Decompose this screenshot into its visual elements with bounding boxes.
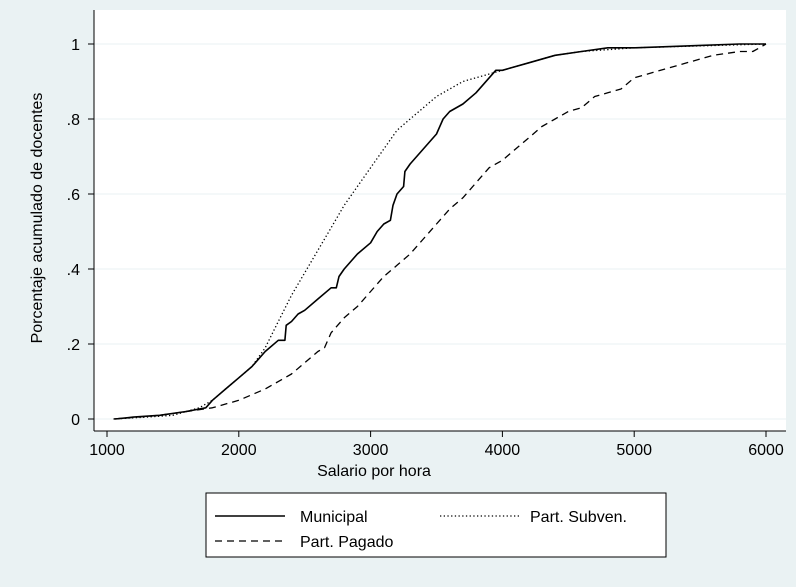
x-tick-label: 6000 [748,442,784,459]
grid-lines [94,43,786,420]
series-line-dotted [113,43,767,420]
x-tick-label: 5000 [616,442,652,459]
y-tick-label: .6 [67,187,80,204]
legend-label: Part. Subven. [530,509,627,526]
legend: Municipal Part. Subven. Part. Pagado [205,492,667,558]
series-lines [113,43,767,420]
series-line-dashed [113,43,767,420]
y-axis-title: Porcentaje acumulado de docentes [29,93,46,344]
y-tick-label: .8 [67,112,80,129]
y-tick-label: .4 [67,262,80,279]
axes [93,10,786,432]
legend-label: Municipal [300,509,368,526]
x-tick-label: 4000 [485,442,521,459]
x-axis-title: Salario por hora [317,463,431,480]
y-tick-label: 0 [71,412,80,429]
x-tick-label: 1000 [89,442,125,459]
y-tick-label: .2 [67,337,80,354]
x-tick-label: 2000 [221,442,257,459]
legend-box [205,492,667,558]
y-tick-label: 1 [71,37,80,54]
axis-ticks: 0 .2 .4 .6 .8 1 1000 2000 3000 4000 5000 6000 [67,37,784,459]
legend-label: Part. Pagado [300,534,394,551]
x-tick-label: 3000 [353,442,389,459]
